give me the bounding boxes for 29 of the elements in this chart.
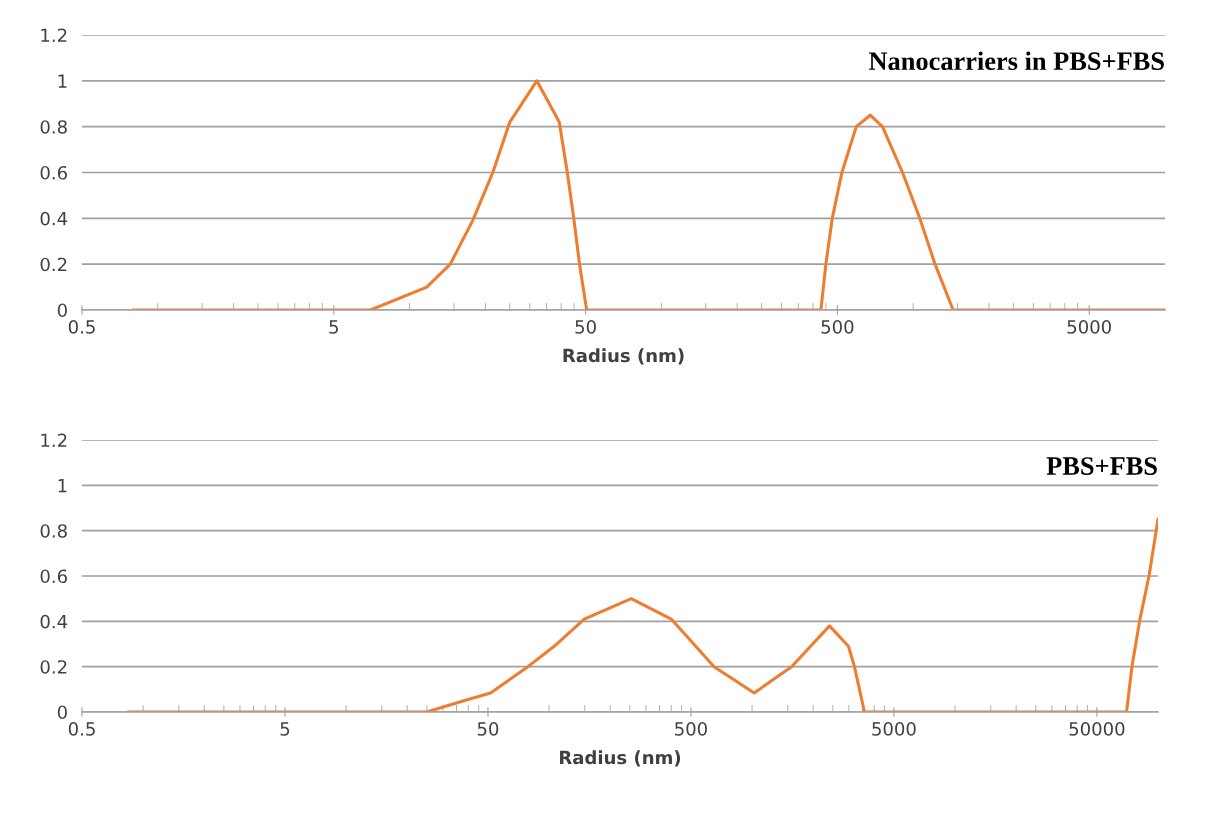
y-tick-label: 1.2 [41, 433, 67, 447]
x-tick-label: 5000 [872, 722, 916, 736]
y-tick-label: 0.2 [40, 660, 67, 674]
y-tick-label: 0.8 [40, 120, 67, 134]
y-tick-label: 0.6 [40, 165, 67, 180]
y-tick-label: 1.2 [41, 28, 67, 42]
x-tick-label: 50 [477, 722, 499, 736]
x-tick-label: 500 [675, 722, 707, 736]
x-axis-title: Radius (nm) [560, 750, 681, 767]
x-tick-label: 5000 [1067, 320, 1111, 334]
chart-title: Nanocarriers in PBS+FBS [868, 51, 1164, 71]
y-tick-label: 0.2 [40, 257, 67, 272]
y-tick-label: 0.4 [40, 614, 68, 629]
chart-title: PBS+FBS [1046, 457, 1157, 475]
x-tick-label: 0.5 [68, 320, 95, 334]
y-tick-label: 0 [57, 705, 67, 720]
x-tick-label: 500 [821, 320, 854, 334]
y-tick-label: 0.4 [40, 211, 68, 226]
y-tick-label: 0.6 [40, 569, 67, 584]
y-tick-label: 0 [57, 303, 67, 318]
x-tick-label: 5 [280, 722, 290, 736]
y-tick-label: 1 [58, 74, 67, 88]
x-tick-label: 50 [575, 320, 596, 334]
x-axis-title: Radius (nm) [563, 348, 684, 365]
y-tick-label: 0.8 [40, 524, 67, 538]
x-tick-label: 50000 [1069, 722, 1125, 736]
y-tick-label: 1 [58, 479, 67, 493]
x-tick-label: 5 [329, 320, 338, 334]
x-tick-label: 0.5 [68, 722, 95, 736]
